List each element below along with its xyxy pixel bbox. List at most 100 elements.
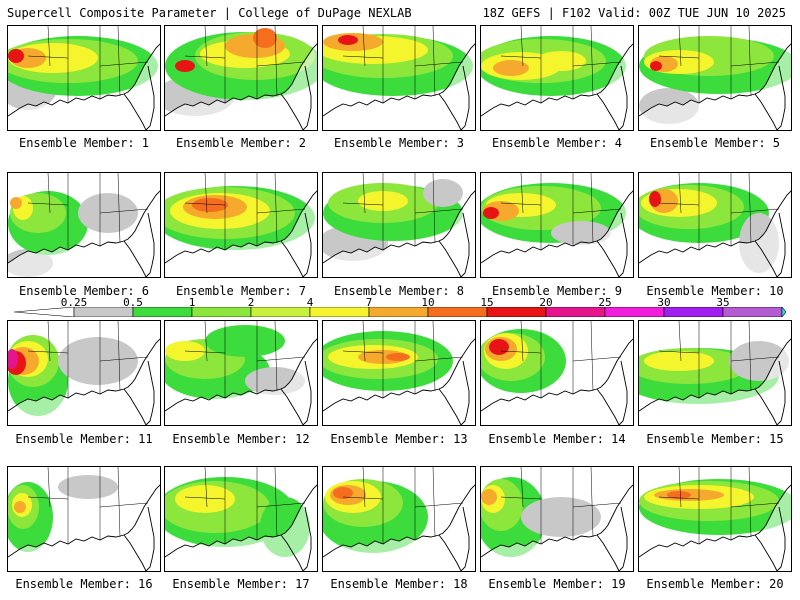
scp-contour-red bbox=[175, 60, 195, 72]
scp-contour-red bbox=[483, 207, 499, 219]
legend-swatch bbox=[486, 307, 547, 317]
coastline bbox=[596, 506, 628, 571]
state-borders bbox=[184, 26, 306, 103]
ensemble-member-label: Ensemble Member: 14 bbox=[488, 432, 626, 446]
state-borders bbox=[500, 173, 622, 250]
legend-tick-label: 2 bbox=[247, 296, 255, 309]
scp-map bbox=[8, 173, 160, 277]
scp-contour-orange bbox=[493, 60, 529, 76]
ensemble-map-panel-3 bbox=[322, 25, 476, 131]
legend-swatch bbox=[191, 307, 252, 317]
ensemble-map-panel-11 bbox=[7, 320, 161, 426]
coastline bbox=[754, 360, 786, 425]
scp-contour-green bbox=[205, 325, 285, 357]
gulf-water bbox=[165, 191, 317, 277]
coastline bbox=[165, 338, 317, 412]
state-borders bbox=[500, 467, 622, 544]
ensemble-member-label: Ensemble Member: 13 bbox=[330, 432, 468, 446]
ensemble-member-label: Ensemble Member: 4 bbox=[491, 136, 623, 150]
state-borders bbox=[500, 26, 622, 103]
legend-tick-label: 0.5 bbox=[123, 296, 143, 309]
coastline bbox=[323, 190, 475, 264]
coastline bbox=[639, 190, 791, 264]
ensemble-map-panel-10 bbox=[638, 172, 792, 278]
legend-tick-label: 15 bbox=[480, 296, 494, 309]
scp-contour-yellow bbox=[536, 51, 586, 71]
scp-map bbox=[323, 173, 475, 277]
gulf-water bbox=[323, 485, 475, 571]
coastline bbox=[438, 65, 470, 130]
ensemble-member-label: Ensemble Member: 9 bbox=[491, 284, 623, 298]
coastline bbox=[123, 360, 155, 425]
legend-tick-label: 10 bbox=[421, 296, 435, 309]
coastline bbox=[596, 360, 628, 425]
scp-contour-magenta bbox=[8, 349, 18, 369]
legend-swatch bbox=[663, 307, 724, 317]
ensemble-member-label: Ensemble Member: 1 bbox=[18, 136, 150, 150]
scp-contour-yellow bbox=[175, 485, 235, 513]
coastline bbox=[438, 506, 470, 571]
coastline bbox=[280, 212, 312, 277]
ensemble-member-label: Ensemble Member: 12 bbox=[172, 432, 310, 446]
scp-map bbox=[8, 26, 160, 130]
ensemble-map-panel-16 bbox=[7, 466, 161, 572]
state-borders bbox=[184, 467, 306, 544]
gulf-water bbox=[165, 44, 317, 130]
ensemble-map-panel-6 bbox=[7, 172, 161, 278]
scp-map bbox=[481, 173, 633, 277]
ensemble-map-panel-15 bbox=[638, 320, 792, 426]
legend-swatch bbox=[309, 307, 370, 317]
gulf-water bbox=[323, 191, 475, 277]
ensemble-member-label: Ensemble Member: 20 bbox=[646, 577, 784, 591]
legend-swatch bbox=[250, 307, 311, 317]
ensemble-map-panel-5 bbox=[638, 25, 792, 131]
scp-contour-dark_orange bbox=[667, 491, 691, 499]
state-borders bbox=[27, 321, 149, 398]
ensemble-member-label: Ensemble Member: 6 bbox=[18, 284, 150, 298]
ensemble-map-panel-8 bbox=[322, 172, 476, 278]
ensemble-member-label: Ensemble Member: 11 bbox=[15, 432, 153, 446]
coastline bbox=[481, 43, 633, 117]
scp-contour-yellow bbox=[644, 351, 714, 371]
coastline bbox=[280, 65, 312, 130]
scp-map bbox=[323, 467, 475, 571]
coastline bbox=[438, 212, 470, 277]
scp-contour-gray bbox=[78, 193, 138, 233]
coastline bbox=[754, 65, 786, 130]
state-borders bbox=[342, 173, 464, 250]
scp-contour-red bbox=[8, 49, 24, 63]
ensemble-map-panel-20 bbox=[638, 466, 792, 572]
scp-contour-dark_orange bbox=[333, 487, 353, 499]
legend-tick-label: 0.25 bbox=[60, 296, 88, 309]
coastline bbox=[165, 484, 317, 558]
state-borders bbox=[184, 173, 306, 250]
gulf-water bbox=[481, 191, 633, 277]
ensemble-map-panel-9 bbox=[480, 172, 634, 278]
map-title: Supercell Composite Parameter | College … bbox=[7, 6, 412, 20]
legend-tick-label: 4 bbox=[306, 296, 314, 309]
scp-map bbox=[639, 467, 791, 571]
scp-map bbox=[165, 26, 317, 130]
ensemble-map-panel-2 bbox=[164, 25, 318, 131]
gulf-water bbox=[639, 44, 791, 130]
coastline bbox=[754, 506, 786, 571]
gulf-water bbox=[481, 44, 633, 130]
scp-map bbox=[639, 321, 791, 425]
state-borders bbox=[342, 467, 464, 544]
legend-tick-label: 7 bbox=[365, 296, 373, 309]
coastline bbox=[165, 43, 317, 117]
scp-contour-dark_orange bbox=[192, 198, 228, 212]
ensemble-map-panel-12 bbox=[164, 320, 318, 426]
scp-contour-dark_orange bbox=[386, 353, 410, 361]
legend-swatch bbox=[545, 307, 606, 317]
ensemble-member-label: Ensemble Member: 7 bbox=[175, 284, 307, 298]
scp-map bbox=[323, 321, 475, 425]
legend-swatch bbox=[604, 307, 665, 317]
state-borders bbox=[342, 321, 464, 398]
scp-contour-red bbox=[650, 61, 662, 71]
coastline bbox=[323, 338, 475, 412]
coastline bbox=[123, 212, 155, 277]
gulf-water bbox=[481, 339, 633, 425]
scp-contour-red bbox=[338, 35, 358, 45]
scp-map bbox=[8, 321, 160, 425]
